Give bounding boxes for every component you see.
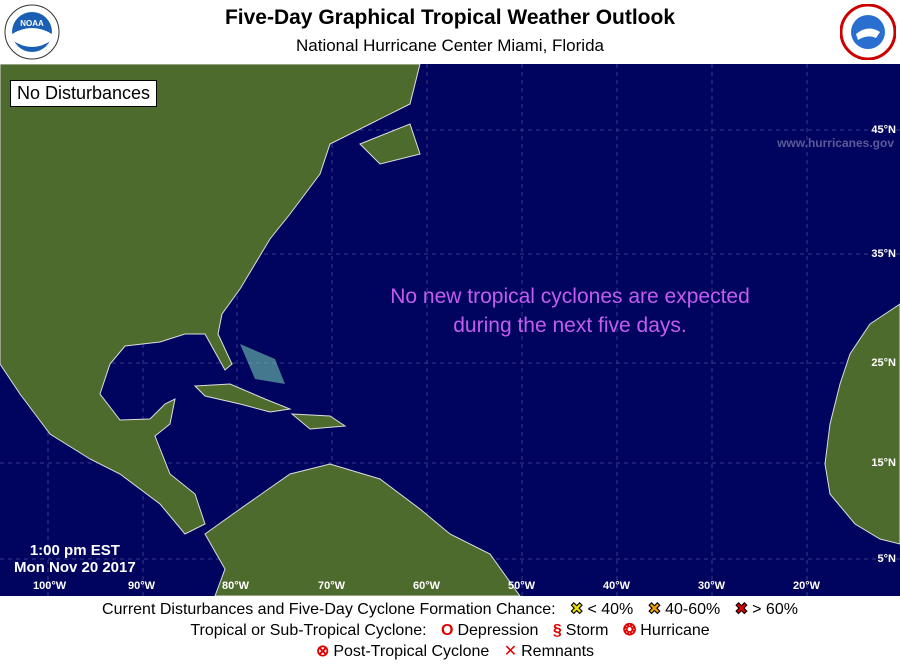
post-tropical-icon: ⊗ (315, 643, 330, 660)
lon-label: 20°W (793, 580, 821, 592)
page-title: Five-Day Graphical Tropical Weather Outl… (224, 6, 676, 29)
nova-scotia (359, 123, 421, 165)
remnants-icon: ✕ (503, 643, 518, 660)
lon-label: 30°W (698, 580, 726, 592)
lat-label: 5°N (877, 553, 896, 565)
header: NOAA Five-Day Graphical Tropical Weather… (0, 0, 900, 64)
south-america (204, 463, 521, 596)
legend-low: < 40% (587, 601, 634, 618)
high-chance-x-icon: ✖ (734, 601, 749, 619)
legend-label: Current Disturbances and Five-Day Cyclon… (102, 601, 556, 618)
website-label: www.hurricanes.gov (777, 136, 894, 150)
page-subtitle: National Hurricane Center Miami, Florida (295, 36, 604, 55)
low-chance-x-icon: ✖ (570, 601, 584, 619)
depression-icon: O (441, 622, 454, 639)
lat-label: 25°N (871, 357, 896, 369)
outlook-message: No new tropical cyclones are expected du… (300, 282, 840, 340)
hurricane-icon: ❂ (622, 622, 637, 639)
legend-depression: Depression (457, 622, 539, 639)
legend: Current Disturbances and Five-Day Cyclon… (0, 599, 900, 662)
lat-label: 35°N (871, 248, 896, 260)
africa (824, 303, 900, 545)
legend-remnants: Remnants (521, 643, 595, 660)
status-box: No Disturbances (10, 80, 158, 107)
noaa-logo: NOAA (4, 4, 60, 60)
lat-label: 15°N (871, 457, 896, 469)
map-graphic (0, 64, 900, 596)
message-line-2: during the next five days. (453, 314, 687, 337)
issue-time: 1:00 pm EST Mon Nov 20 2017 (14, 542, 136, 576)
message-line-1: No new tropical cyclones are expected (390, 285, 750, 308)
legend-mid: 40-60% (665, 601, 721, 618)
time-label: 1:00 pm EST (29, 542, 120, 559)
landmass (0, 64, 900, 596)
storm-icon: § (552, 622, 562, 639)
lon-label: 50°W (508, 580, 536, 592)
cuba (193, 383, 292, 413)
svg-text:NOAA: NOAA (20, 19, 44, 28)
mid-chance-x-icon: ✖ (647, 601, 662, 619)
lat-label: 45°N (871, 124, 896, 136)
date-label: Mon Nov 20 2017 (14, 559, 136, 576)
legend-high: > 60% (752, 601, 798, 618)
legend-post-tropical: Post-Tropical Cyclone (333, 643, 490, 660)
bahamas-shallows (240, 344, 285, 384)
legend-label: Tropical or Sub-Tropical Cyclone: (190, 622, 427, 639)
lon-label: 80°W (222, 580, 250, 592)
map: www.hurricanes.gov (0, 64, 900, 596)
legend-line-2: Tropical or Sub-Tropical Cyclone: O Depre… (0, 620, 900, 641)
legend-line-3: ⊗ Post-Tropical Cyclone ✕ Remnants (0, 641, 900, 662)
legend-storm: Storm (565, 622, 609, 639)
lon-label: 60°W (413, 580, 441, 592)
hispaniola (290, 413, 347, 430)
lon-label: 90°W (128, 580, 156, 592)
legend-line-1: Current Disturbances and Five-Day Cyclon… (0, 599, 900, 620)
lon-label: 70°W (318, 580, 346, 592)
lon-label: 100°W (33, 580, 67, 592)
north-america (0, 64, 421, 535)
lon-label: 40°W (603, 580, 631, 592)
nws-logo (840, 4, 896, 60)
legend-hurricane: Hurricane (640, 622, 710, 639)
